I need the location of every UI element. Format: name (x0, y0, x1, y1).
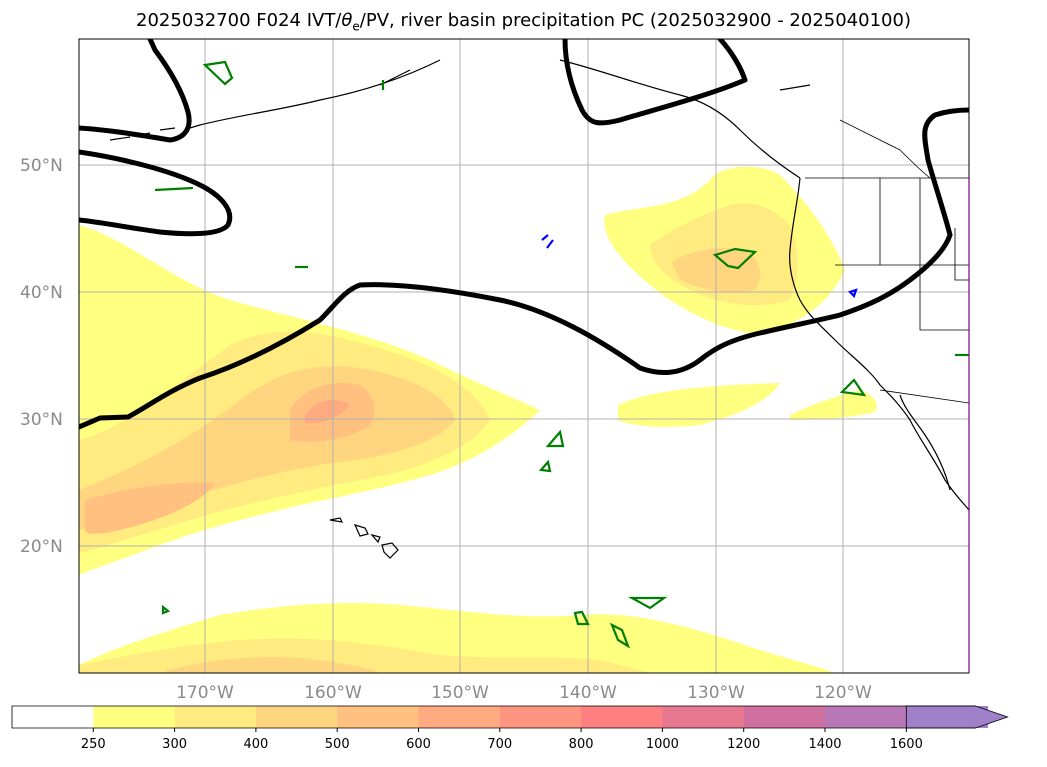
colorbar-segment (743, 706, 826, 728)
theta-e-contours-green (154, 60, 969, 649)
colorbar-tick-label: 1600 (890, 737, 923, 752)
map-title: 2025032700 F024 IVT/θe/PV, river basin p… (136, 10, 911, 34)
colorbar-segment (418, 706, 501, 728)
colorbar-extend-arrow (905, 705, 1009, 729)
lon-label-130w: 130°W (687, 683, 745, 703)
colorbar-tick-label: 800 (569, 737, 594, 752)
lat-label-20n: 20°N (20, 537, 63, 557)
green-contour-11 (161, 604, 171, 615)
blue-contour-1 (541, 234, 554, 249)
ivt-250-region-mid (618, 383, 780, 427)
lon-label-120w: 120°W (814, 683, 872, 703)
lon-label-170w: 170°W (176, 683, 234, 703)
ivt-400-region-south (160, 657, 380, 673)
green-contour-10 (627, 596, 668, 610)
colorbar-segment (499, 706, 582, 728)
colorbar-tick-label: 400 (243, 737, 268, 752)
ivt-600-region-west (305, 399, 350, 424)
green-contour-4 (712, 247, 758, 270)
colorbar-segment (93, 706, 176, 728)
colorbar-tick-label: 300 (162, 737, 187, 752)
colorbar-segment (12, 706, 94, 728)
longitude-labels: 170°W 160°W 150°W 140°W 130°W 120°W (176, 683, 872, 703)
lat-label-30n: 30°N (20, 410, 63, 430)
ivt-400-region-sw (85, 482, 215, 534)
colorbar-segment (581, 706, 663, 728)
lat-label-50n: 50°N (20, 156, 63, 176)
colorbar-tick-label: 1000 (646, 737, 679, 752)
baja-coast (899, 394, 951, 491)
lon-label-150w: 150°W (431, 683, 489, 703)
blue-contour-2 (847, 288, 858, 299)
colorbar-outline (11, 705, 976, 729)
lon-label-160w: 160°W (304, 683, 362, 703)
colorbar-tick-label: 250 (81, 737, 106, 752)
west-coast-na (789, 177, 969, 511)
lon-label-140w: 140°W (559, 683, 617, 703)
green-contour-5 (839, 378, 867, 397)
lat-label-40n: 40°N (20, 283, 63, 303)
colorbar-tick-label: 500 (325, 737, 350, 752)
green-contour-2 (154, 186, 194, 192)
pv-contour-nw-upper (79, 39, 192, 143)
colorbar: 250 300 400 500 600 700 800 1000 1200 1400 1600 (11, 705, 1009, 752)
pv-contour-nw-lower (79, 149, 233, 237)
theta-e-contours-blue (541, 234, 858, 299)
graticule (79, 39, 969, 673)
colorbar-tick-label: 1200 (727, 737, 760, 752)
pv-contour-main (79, 107, 969, 430)
green-contour-7 (538, 459, 552, 473)
colorbar-tick-label: 1400 (808, 737, 841, 752)
colorbar-segment (825, 706, 907, 728)
colorbar-segment (255, 706, 338, 728)
green-contour-1 (202, 60, 234, 86)
green-contour-9 (609, 622, 631, 649)
colorbar-tick-label: 600 (406, 737, 431, 752)
pv-contour-ne-loop (562, 39, 748, 126)
us-borders (805, 119, 969, 404)
hawaii-islands (329, 517, 399, 559)
colorbar-segment (174, 706, 257, 728)
latitude-labels: 50°N 40°N 30°N 20°N (20, 156, 63, 557)
colorbar-segment (337, 706, 419, 728)
green-contour-6 (545, 429, 565, 448)
colorbar-segment (662, 706, 745, 728)
ivt-250-region-coast (790, 390, 877, 420)
colorbar-tick-label: 700 (487, 737, 512, 752)
pv-contours (79, 39, 969, 430)
green-contour-8 (573, 610, 590, 626)
